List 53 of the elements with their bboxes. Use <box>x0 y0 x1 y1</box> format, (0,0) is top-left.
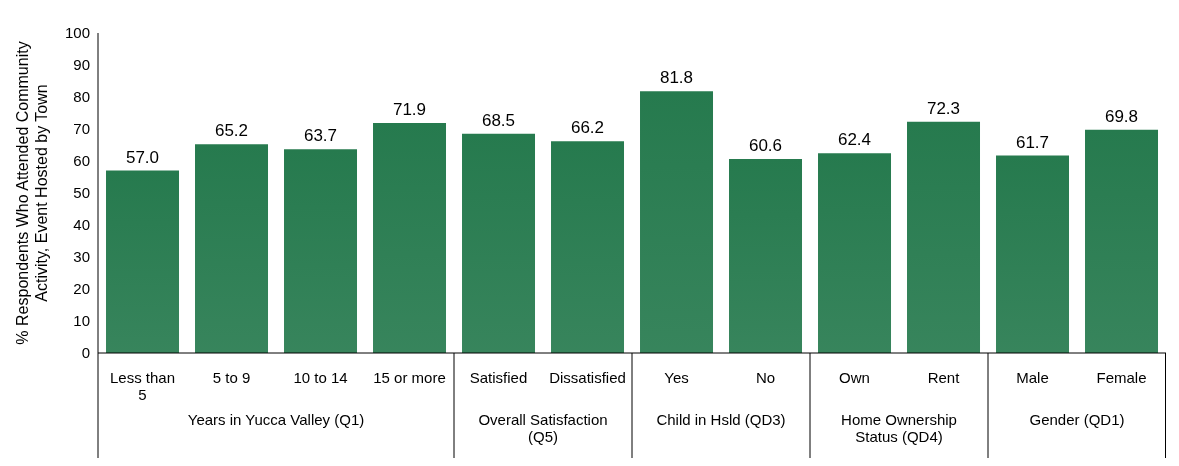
y-tick-label: 10 <box>73 312 90 330</box>
x-tick-label: No <box>755 368 776 386</box>
y-tick-label: 40 <box>73 216 90 234</box>
bar <box>818 153 892 353</box>
y-tick-label: 20 <box>73 280 90 298</box>
data-label: 60.6 <box>748 136 783 156</box>
text: Home Ownership Status (QD4) <box>841 411 957 446</box>
text: Overall Satisfaction (Q5) <box>478 411 608 446</box>
y-tick-label: 30 <box>73 248 90 266</box>
data-label: 57.0 <box>125 147 160 167</box>
bar <box>729 159 803 353</box>
x-tick-label: 10 to 14 <box>293 368 348 386</box>
data-label: 69.8 <box>1104 106 1139 126</box>
text: Gender (QD1) <box>1029 411 1125 428</box>
data-label: 68.5 <box>481 110 516 130</box>
x-tick-label: Less than 5 <box>109 368 176 403</box>
y-tick-label: 100 <box>64 24 90 42</box>
bar <box>462 133 536 353</box>
data-label: 61.7 <box>1015 132 1050 152</box>
y-tick-label: 0 <box>81 344 90 362</box>
text: Years in Yucca Valley (Q1) <box>187 411 365 428</box>
x-tick-label: 5 to 9 <box>212 368 251 386</box>
x-tick-label: Rent <box>927 368 961 386</box>
y-axis-title: % Respondents Who Attended Community Activity, Event Hosted by Town <box>13 41 50 345</box>
y-tick-label: 50 <box>73 184 90 202</box>
x-tick-label: Female <box>1096 368 1147 386</box>
data-label: 72.3 <box>926 98 961 118</box>
data-label: 81.8 <box>659 68 694 88</box>
bar <box>106 170 180 353</box>
x-tick-label: Yes <box>664 368 689 386</box>
bar <box>907 121 981 353</box>
bar <box>1085 129 1159 353</box>
text: Child in Hsld (QD3) <box>656 411 786 428</box>
y-tick-label: 70 <box>73 120 90 138</box>
y-tick-label: 60 <box>73 152 90 170</box>
x-tick-label: Dissatisfied <box>549 368 626 386</box>
y-tick-label: 80 <box>73 88 90 106</box>
data-label: 71.9 <box>392 99 427 119</box>
data-label: 63.7 <box>303 126 338 146</box>
y-tick-label: 90 <box>73 56 90 74</box>
bar <box>284 149 358 353</box>
data-label: 62.4 <box>837 130 872 150</box>
x-tick-label: Own <box>839 368 870 386</box>
x-tick-label: Satisfied <box>469 368 528 386</box>
data-label: 65.2 <box>214 121 249 141</box>
data-label: 66.2 <box>570 118 605 138</box>
x-tick-label: Male <box>1016 368 1049 386</box>
bar <box>195 144 269 353</box>
x-tick-label: 15 or more <box>373 368 446 386</box>
bar <box>551 141 625 353</box>
bar <box>373 122 447 353</box>
bar <box>996 155 1070 353</box>
bar <box>640 91 714 353</box>
